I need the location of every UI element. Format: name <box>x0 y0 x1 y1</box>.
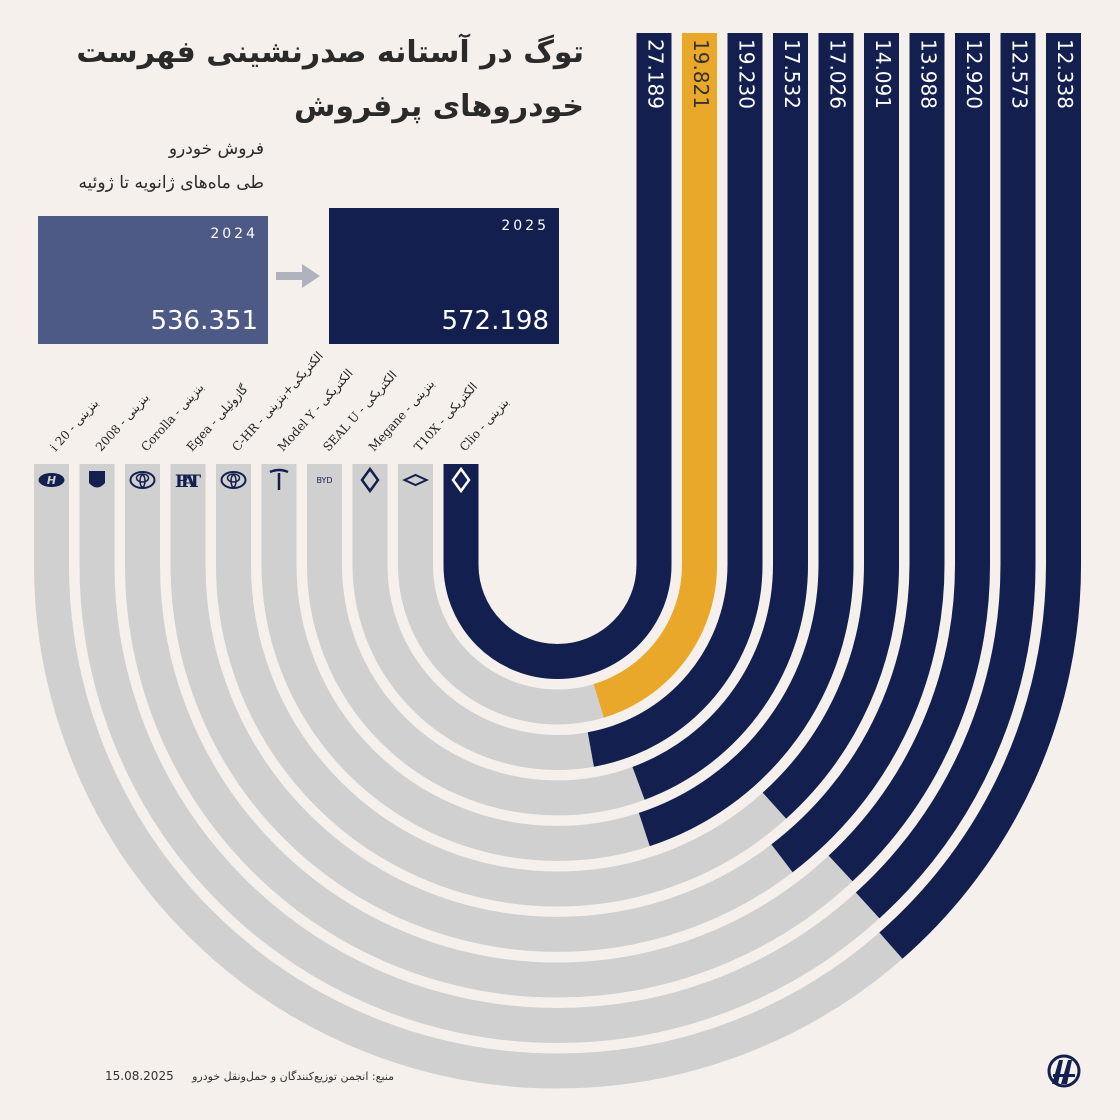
value-label: 19.821 <box>689 39 713 109</box>
bar-value <box>216 33 899 907</box>
title-line-2: خودروهای پرفروش <box>293 89 584 124</box>
total-2024-year: 2024 <box>210 226 258 242</box>
byd-logo-tile <box>307 464 342 496</box>
toyota-logo-icon <box>129 471 156 489</box>
subtitle: فروش خودرو طی ماه‌های ژانویه تا ژوئیه <box>4 132 264 200</box>
togg-logo-icon <box>402 473 429 487</box>
value-label: 19.230 <box>735 39 759 109</box>
total-2024-value: 536.351 <box>150 306 258 336</box>
renault-logo-icon <box>360 466 380 494</box>
title-line-1: توگ در آستانه صدرنشینی فهرست <box>76 35 584 70</box>
svg-text:FIAT: FIAT <box>175 472 201 492</box>
toyota-logo-icon <box>220 471 247 489</box>
byd-logo-icon: BYD <box>316 476 332 485</box>
bar-value <box>261 33 854 861</box>
footer-date: 15.08.2025 <box>105 1069 174 1083</box>
aa-logo-icon <box>1047 1054 1081 1088</box>
total-2025-year: 2025 <box>501 218 549 234</box>
fiat-logo-icon: FIAT <box>175 472 201 492</box>
fiat-logo-tile <box>170 464 206 496</box>
bar-value <box>34 33 1081 1089</box>
value-label: 14.091 <box>871 39 895 109</box>
renault-logo-icon <box>451 466 471 494</box>
page-title: توگ در آستانه صدرنشینی فهرست خودروهای پر… <box>64 26 584 134</box>
subtitle-line-2: طی ماه‌های ژانویه تا ژوئیه <box>78 173 264 193</box>
footer-source: منبع: انجمن توزیع‌کنندگان و حمل‌ونقل خود… <box>192 1070 394 1083</box>
value-label: 13.988 <box>917 39 941 109</box>
category-label: C-HR - الکتریکی+بنزینی <box>229 349 326 454</box>
bar-value <box>307 33 808 816</box>
bar-value <box>79 33 1036 1043</box>
value-label: 12.920 <box>962 39 986 109</box>
tesla-logo-icon <box>269 468 289 490</box>
total-2024-box: 2024 536.351 <box>38 216 268 344</box>
bar-track <box>443 33 672 679</box>
value-label: 17.026 <box>826 39 850 109</box>
subtitle-line-1: فروش خودرو <box>168 139 264 159</box>
value-label: 17.532 <box>780 39 804 109</box>
svg-text:BYD: BYD <box>316 476 332 485</box>
total-2025-box: 2025 572.198 <box>329 208 559 344</box>
peugeot-logo-icon <box>89 471 105 488</box>
value-label: 12.338 <box>1053 39 1077 109</box>
bar-value <box>125 33 990 998</box>
hyundai-logo-icon: H <box>38 473 65 487</box>
bar-value <box>443 33 672 679</box>
value-label: 27.189 <box>644 39 668 109</box>
bar-value <box>398 33 717 725</box>
svg-text:H: H <box>47 474 56 487</box>
bar-value <box>170 33 945 952</box>
arrow-right-icon <box>276 264 320 288</box>
total-2025-value: 572.198 <box>441 306 549 336</box>
bar-value <box>352 33 763 770</box>
value-label: 12.573 <box>1008 39 1032 109</box>
